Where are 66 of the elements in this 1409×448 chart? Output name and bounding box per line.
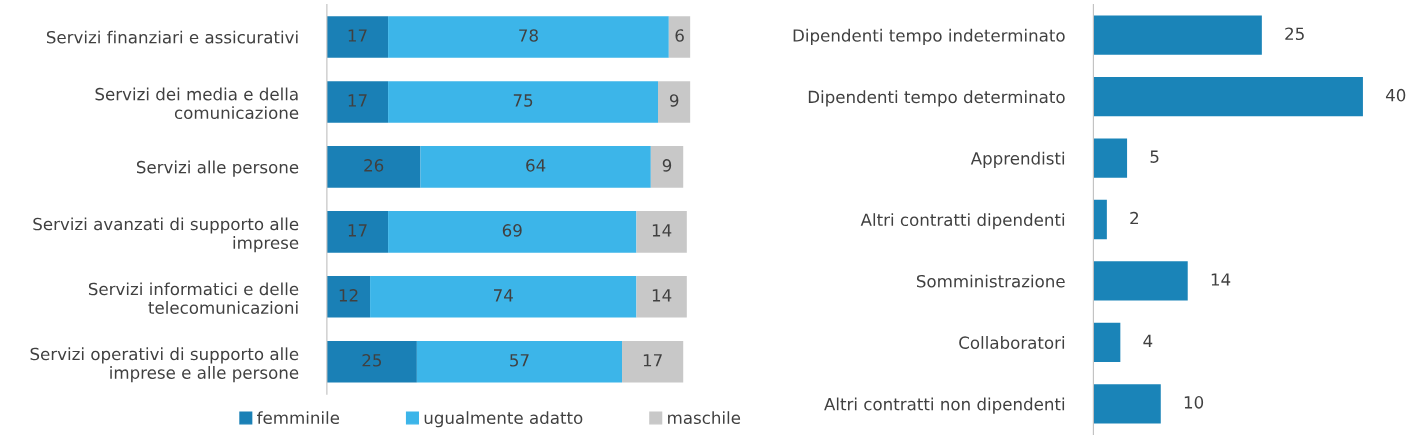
data-label: 4 xyxy=(1143,334,1153,347)
bar xyxy=(658,81,691,123)
data-label: 6 xyxy=(675,29,684,42)
bar xyxy=(650,146,684,188)
y-tick-label: Dipendenti tempo indeterminato xyxy=(793,28,1065,45)
data-label: 25 xyxy=(362,353,382,367)
data-label: 14 xyxy=(652,224,672,237)
data-label: 25 xyxy=(1285,27,1304,41)
y-tick-label: Servizi dei media e della comunicazione xyxy=(95,87,299,120)
bar xyxy=(326,276,371,318)
data-label: 26 xyxy=(364,159,384,172)
y-tick-label: Somministrazione xyxy=(916,274,1065,288)
bar xyxy=(1093,384,1161,424)
bar xyxy=(636,211,687,253)
data-label: 64 xyxy=(526,159,546,172)
legend-label: maschile xyxy=(668,411,741,425)
y-tick-label: Altri contratti dipendenti xyxy=(860,213,1065,230)
data-label: 9 xyxy=(669,94,679,107)
y-tick-label: Servizi informatici e delle telecomunicazioni xyxy=(88,282,299,314)
bar xyxy=(388,16,669,58)
bar xyxy=(416,340,623,383)
data-label: 17 xyxy=(643,354,662,367)
data-label: 69 xyxy=(502,224,522,237)
data-label: 12 xyxy=(339,289,358,302)
data-label: 57 xyxy=(510,354,529,367)
data-label: 17 xyxy=(348,29,367,42)
bar xyxy=(326,16,389,58)
bar xyxy=(622,340,684,383)
bar xyxy=(388,211,637,253)
data-label: 14 xyxy=(652,289,672,302)
y-tick-label: Servizi operativi di supporto alle imprese e alle persone xyxy=(30,347,299,383)
bar xyxy=(388,81,659,123)
data-label: 17 xyxy=(348,224,367,237)
data-label: 5 xyxy=(1150,150,1159,163)
legend-label: ugualmente adatto xyxy=(424,411,583,428)
y-tick-label: Servizi finanziari e assicurativi xyxy=(46,30,298,44)
data-label: 75 xyxy=(513,94,533,107)
bar xyxy=(326,340,417,383)
bar xyxy=(636,276,687,318)
y-tick-label: Servizi alle persone xyxy=(136,160,299,177)
data-label: 74 xyxy=(494,289,513,302)
y-tick-label: Collaboratori xyxy=(959,336,1065,349)
bar xyxy=(1093,138,1128,178)
legend-label: femminile xyxy=(257,411,340,425)
bar xyxy=(1093,15,1262,55)
bar xyxy=(668,16,691,58)
bar xyxy=(326,211,389,253)
bar xyxy=(370,276,637,318)
bar xyxy=(1093,261,1188,301)
data-label: 14 xyxy=(1211,273,1231,286)
y-tick-label: Dipendenti tempo determinato xyxy=(808,90,1065,107)
bar xyxy=(1093,322,1121,363)
data-label: 40 xyxy=(1385,88,1406,102)
bar xyxy=(326,81,389,123)
bar xyxy=(420,146,651,188)
data-label: 9 xyxy=(662,159,672,172)
data-label: 10 xyxy=(1184,396,1204,409)
data-label: 2 xyxy=(1130,211,1139,225)
bar xyxy=(326,146,421,188)
data-label: 17 xyxy=(348,94,367,107)
y-tick-label: Apprendisti xyxy=(970,151,1065,168)
y-tick-label: Servizi avanzati di supporto alle imprese xyxy=(33,217,299,253)
bar xyxy=(1093,199,1107,240)
y-tick-label: Altri contratti non dipendenti xyxy=(824,397,1065,414)
data-label: 78 xyxy=(519,29,538,42)
bar xyxy=(1093,76,1363,117)
